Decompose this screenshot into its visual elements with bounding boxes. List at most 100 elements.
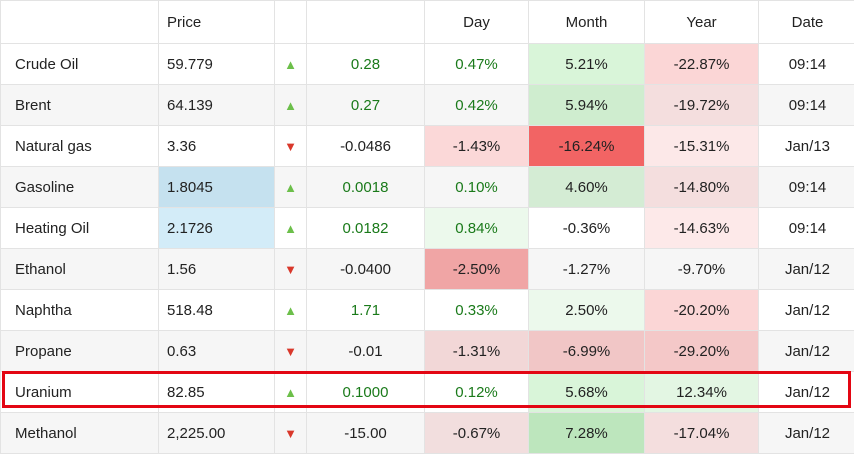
price-cell: 1.8045 <box>159 167 275 208</box>
date-cell: Jan/12 <box>759 290 854 331</box>
day-change-cell: 0.84% <box>425 208 529 249</box>
arrow-up-icon: ▲ <box>275 208 307 249</box>
month-change-cell: -6.99% <box>529 331 645 372</box>
day-change-cell: 0.42% <box>425 85 529 126</box>
arrow-down-icon: ▼ <box>275 331 307 372</box>
change-cell: 0.28 <box>307 44 425 85</box>
month-change-cell: 5.68% <box>529 372 645 413</box>
price-cell: 0.63 <box>159 331 275 372</box>
day-change-cell: 0.12% <box>425 372 529 413</box>
commodity-name-link[interactable]: Gasoline <box>1 167 159 208</box>
arrow-up-icon: ▲ <box>275 290 307 331</box>
year-change-cell: -19.72% <box>645 85 759 126</box>
change-cell: 0.1000 <box>307 372 425 413</box>
commodity-name-link[interactable]: Natural gas <box>1 126 159 167</box>
table-header-row: Price Day Month Year Date <box>1 1 854 44</box>
commodity-name-link[interactable]: Brent <box>1 85 159 126</box>
change-cell: -0.0400 <box>307 249 425 290</box>
day-change-cell: -0.67% <box>425 413 529 454</box>
date-cell: Jan/12 <box>759 372 854 413</box>
change-cell: 0.27 <box>307 85 425 126</box>
price-cell: 82.85 <box>159 372 275 413</box>
month-change-cell: -1.27% <box>529 249 645 290</box>
date-cell: 09:14 <box>759 167 854 208</box>
day-change-cell: -1.43% <box>425 126 529 167</box>
change-cell: 0.0182 <box>307 208 425 249</box>
change-cell: -0.01 <box>307 331 425 372</box>
header-date[interactable]: Date <box>759 1 854 44</box>
commodity-name-link[interactable]: Heating Oil <box>1 208 159 249</box>
commodity-name-link[interactable]: Methanol <box>1 413 159 454</box>
header-name <box>1 1 159 44</box>
header-month[interactable]: Month <box>529 1 645 44</box>
change-cell: 1.71 <box>307 290 425 331</box>
price-cell: 2.1726 <box>159 208 275 249</box>
month-change-cell: 5.94% <box>529 85 645 126</box>
price-cell: 518.48 <box>159 290 275 331</box>
arrow-up-icon: ▲ <box>275 44 307 85</box>
day-change-cell: 0.47% <box>425 44 529 85</box>
header-price[interactable]: Price <box>159 1 275 44</box>
arrow-up-icon: ▲ <box>275 85 307 126</box>
date-cell: Jan/12 <box>759 413 854 454</box>
month-change-cell: 4.60% <box>529 167 645 208</box>
year-change-cell: -17.04% <box>645 413 759 454</box>
header-day[interactable]: Day <box>425 1 529 44</box>
month-change-cell: -0.36% <box>529 208 645 249</box>
price-cell: 59.779 <box>159 44 275 85</box>
year-change-cell: -14.63% <box>645 208 759 249</box>
arrow-down-icon: ▼ <box>275 413 307 454</box>
date-cell: 09:14 <box>759 85 854 126</box>
month-change-cell: 7.28% <box>529 413 645 454</box>
arrow-up-icon: ▲ <box>275 167 307 208</box>
header-change <box>307 1 425 44</box>
date-cell: Jan/12 <box>759 249 854 290</box>
commodity-name-link[interactable]: Propane <box>1 331 159 372</box>
change-cell: 0.0018 <box>307 167 425 208</box>
arrow-down-icon: ▼ <box>275 249 307 290</box>
year-change-cell: -14.80% <box>645 167 759 208</box>
commodity-name-link[interactable]: Naphtha <box>1 290 159 331</box>
day-change-cell: -2.50% <box>425 249 529 290</box>
day-change-cell: 0.10% <box>425 167 529 208</box>
change-cell: -0.0486 <box>307 126 425 167</box>
commodity-name-link[interactable]: Ethanol <box>1 249 159 290</box>
day-change-cell: -1.31% <box>425 331 529 372</box>
price-cell: 1.56 <box>159 249 275 290</box>
header-arrow <box>275 1 307 44</box>
year-change-cell: -22.87% <box>645 44 759 85</box>
change-cell: -15.00 <box>307 413 425 454</box>
price-cell: 3.36 <box>159 126 275 167</box>
year-change-cell: -9.70% <box>645 249 759 290</box>
date-cell: 09:14 <box>759 208 854 249</box>
day-change-cell: 0.33% <box>425 290 529 331</box>
year-change-cell: 12.34% <box>645 372 759 413</box>
month-change-cell: 2.50% <box>529 290 645 331</box>
commodity-name-link[interactable]: Crude Oil <box>1 44 159 85</box>
header-year[interactable]: Year <box>645 1 759 44</box>
year-change-cell: -29.20% <box>645 331 759 372</box>
date-cell: Jan/13 <box>759 126 854 167</box>
price-cell: 64.139 <box>159 85 275 126</box>
month-change-cell: 5.21% <box>529 44 645 85</box>
commodity-name-link[interactable]: Uranium <box>1 372 159 413</box>
arrow-up-icon: ▲ <box>275 372 307 413</box>
year-change-cell: -15.31% <box>645 126 759 167</box>
arrow-down-icon: ▼ <box>275 126 307 167</box>
date-cell: Jan/12 <box>759 331 854 372</box>
date-cell: 09:14 <box>759 44 854 85</box>
price-cell: 2,225.00 <box>159 413 275 454</box>
month-change-cell: -16.24% <box>529 126 645 167</box>
